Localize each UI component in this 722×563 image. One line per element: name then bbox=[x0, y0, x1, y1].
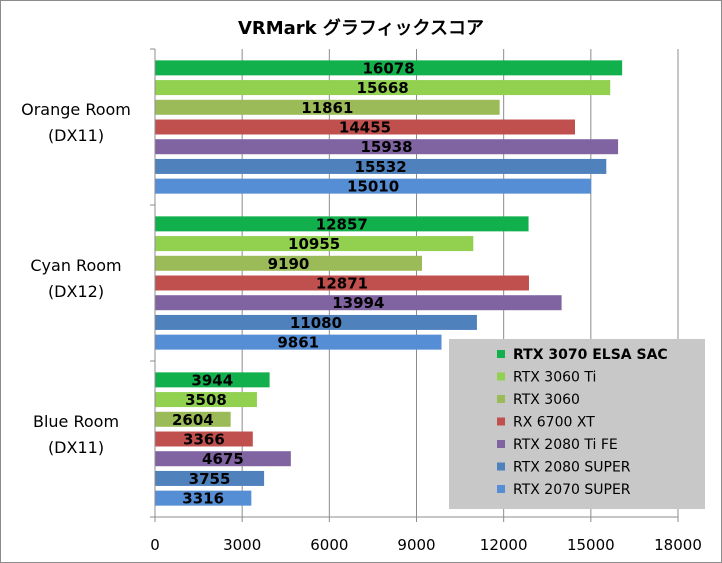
bar bbox=[155, 392, 257, 408]
legend-label: RTX 2080 Ti FE bbox=[513, 437, 618, 453]
data-label: 15938 bbox=[360, 138, 412, 156]
data-label: 10955 bbox=[288, 235, 340, 253]
bar bbox=[155, 431, 253, 447]
legend-swatch bbox=[497, 395, 505, 403]
data-label: 3366 bbox=[183, 431, 225, 449]
bar bbox=[155, 158, 607, 174]
data-label: 15010 bbox=[347, 178, 399, 196]
x-tick-labels: 0 3000 6000 9000 12000 15000 18000 bbox=[150, 536, 702, 554]
legend-label: RTX 3060 Ti bbox=[513, 370, 596, 386]
legend-label: RTX 3060 bbox=[513, 392, 580, 408]
legend-swatch bbox=[497, 417, 505, 426]
axes bbox=[150, 48, 679, 522]
legend-swatch bbox=[497, 485, 505, 493]
bar bbox=[155, 236, 474, 252]
data-label: 15532 bbox=[355, 158, 407, 176]
legend: RTX 3070 ELSA SAC RTX 3060 Ti RTX 3060 RX 6… bbox=[449, 339, 705, 509]
legend-label: RTX 2080 SUPER bbox=[513, 460, 631, 476]
data-label: 3944 bbox=[191, 371, 233, 389]
bar bbox=[155, 295, 562, 311]
data-label: 14455 bbox=[339, 119, 391, 137]
data-label: 11080 bbox=[290, 314, 342, 332]
bar bbox=[155, 178, 592, 194]
x-tick-label: 6000 bbox=[310, 536, 348, 554]
category-label: (DX12) bbox=[48, 282, 104, 301]
bar bbox=[155, 60, 623, 76]
data-label: 15668 bbox=[357, 79, 409, 97]
legend-label: RTX 2070 SUPER bbox=[513, 482, 631, 498]
x-tick-label: 9000 bbox=[397, 536, 435, 554]
category-label: Blue Room bbox=[33, 412, 119, 431]
bar bbox=[155, 255, 423, 271]
data-label: 9190 bbox=[268, 255, 310, 273]
legend-label: RX 6700 XT bbox=[513, 415, 595, 431]
bar bbox=[155, 490, 252, 506]
x-tick-label: 18000 bbox=[654, 536, 702, 554]
category-label: (DX11) bbox=[48, 438, 104, 457]
legend-swatch bbox=[497, 440, 505, 448]
legend-box bbox=[449, 339, 705, 509]
category-label: Cyan Room bbox=[30, 256, 121, 275]
bar bbox=[155, 411, 231, 427]
category-label: Orange Room bbox=[21, 100, 131, 119]
bar bbox=[155, 119, 575, 135]
data-label: 3508 bbox=[185, 391, 227, 409]
legend-swatch bbox=[497, 372, 505, 381]
x-tick-label: 3000 bbox=[223, 536, 261, 554]
data-label: 3316 bbox=[182, 490, 224, 508]
bar bbox=[155, 216, 529, 232]
legend-swatch bbox=[497, 350, 505, 358]
bar bbox=[155, 80, 611, 96]
bar bbox=[155, 314, 477, 330]
legend-swatch bbox=[497, 462, 505, 471]
data-label: 12871 bbox=[316, 275, 368, 293]
category-labels: Orange Room (DX11) Cyan Room (DX12) Blue Roo… bbox=[21, 100, 131, 457]
data-label: 2604 bbox=[172, 411, 214, 429]
data-label: 12857 bbox=[316, 215, 368, 233]
x-tick-label: 0 bbox=[150, 536, 160, 554]
bar bbox=[155, 372, 270, 388]
bar bbox=[155, 334, 442, 350]
data-label: 9861 bbox=[277, 334, 319, 352]
bar bbox=[155, 275, 529, 291]
legend-label: RTX 3070 ELSA SAC bbox=[513, 347, 668, 363]
x-tick-label: 15000 bbox=[567, 536, 615, 554]
data-label: 11861 bbox=[301, 99, 353, 117]
data-label: 13994 bbox=[332, 294, 384, 312]
bar bbox=[155, 139, 619, 155]
data-label: 4675 bbox=[202, 450, 244, 468]
bar bbox=[155, 470, 265, 486]
data-label: 3755 bbox=[189, 470, 231, 488]
bar bbox=[155, 99, 500, 115]
x-tick-label: 12000 bbox=[480, 536, 528, 554]
category-label: (DX11) bbox=[48, 126, 104, 145]
chart-title: VRMark グラフィックスコア bbox=[238, 17, 484, 39]
data-label: 16078 bbox=[362, 59, 414, 77]
bar bbox=[155, 451, 291, 467]
